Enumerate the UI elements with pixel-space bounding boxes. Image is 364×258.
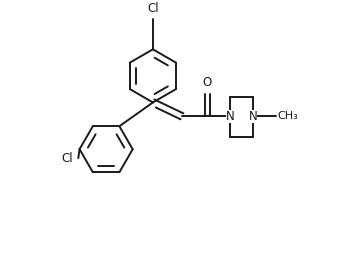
Text: N: N: [226, 110, 234, 123]
Text: Cl: Cl: [62, 152, 73, 165]
Text: CH₃: CH₃: [278, 111, 298, 121]
Text: O: O: [203, 76, 212, 89]
Text: Cl: Cl: [147, 2, 159, 15]
Text: N: N: [249, 110, 257, 123]
